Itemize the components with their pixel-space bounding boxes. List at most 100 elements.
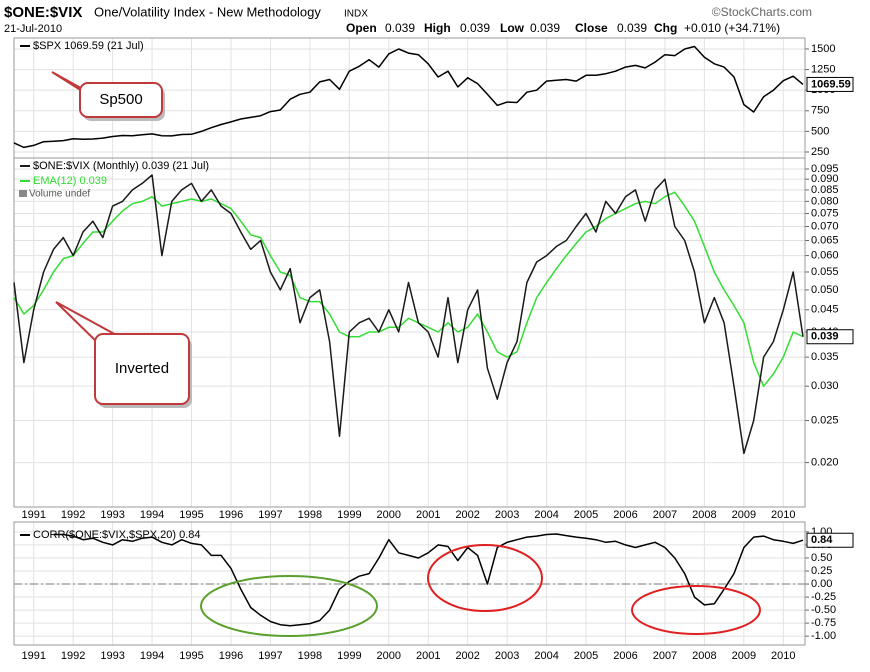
x-tick-label: 1999 (337, 650, 361, 662)
y-tick-label: 0.025 (811, 414, 839, 426)
x-tick-label: 2009 (732, 650, 756, 662)
x-tick-label: 2005 (574, 650, 598, 662)
y-tick-label: 0.080 (811, 195, 839, 207)
x-tick-label: 1994 (140, 509, 164, 521)
volume-icon (19, 190, 27, 197)
x-tick-label: 2008 (692, 650, 716, 662)
x-tick-label: 1997 (258, 650, 282, 662)
callout-box (94, 333, 190, 405)
y-tick-label: 1500 (811, 43, 835, 55)
y-tick-label: 0.020 (811, 456, 839, 468)
panel-frame (13, 521, 806, 646)
x-tick-label: 2000 (377, 509, 401, 521)
x-tick-label: 2008 (692, 509, 716, 521)
index-name: One/Volatility Index - New Methodology (94, 4, 321, 19)
x-tick-label: 1995 (179, 509, 203, 521)
y-tick-label: 0.070 (811, 220, 839, 232)
x-tick-label: 2006 (613, 509, 637, 521)
x-tick-label: 2007 (653, 509, 677, 521)
quote-value: 0.039 (617, 21, 647, 35)
series-line (53, 533, 804, 627)
y-tick-label: 1250 (811, 63, 835, 75)
x-tick-label: 1993 (100, 650, 124, 662)
x-tick-label: 2007 (653, 650, 677, 662)
x-tick-label: 1996 (219, 509, 243, 521)
x-tick-label: 1992 (61, 509, 85, 521)
x-tick-label: 2001 (416, 509, 440, 521)
x-tick-label: 2010 (771, 650, 795, 662)
x-tick-label: 1996 (219, 650, 243, 662)
x-tick-label: 1997 (258, 509, 282, 521)
x-tick-label: 2010 (771, 509, 795, 521)
panel-frame (13, 157, 806, 508)
x-tick-label: 1991 (21, 650, 45, 662)
x-tick-label: 2006 (613, 650, 637, 662)
x-tick-label: 1994 (140, 650, 164, 662)
legend-label: EMA(12) 0.039 (33, 175, 107, 187)
x-tick-label: 1992 (61, 650, 85, 662)
exchange: INDX (344, 9, 368, 20)
y-tick-label: -1.00 (811, 630, 836, 642)
legend-label: $ONE:$VIX (Monthly) 0.039 (21 Jul) (33, 160, 209, 172)
y-tick-label: 0.075 (811, 207, 839, 219)
x-tick-label: 2002 (455, 650, 479, 662)
quote-value: 0.039 (530, 21, 560, 35)
quote-label: Low (500, 21, 525, 35)
highlight-ellipse (200, 575, 378, 637)
x-tick-label: 2005 (574, 509, 598, 521)
x-tick-label: 1999 (337, 509, 361, 521)
last-value-label: 0.039 (811, 331, 839, 343)
quote-label: High (424, 21, 451, 35)
highlight-ellipse (427, 544, 543, 612)
y-tick-label: 0.050 (811, 284, 839, 296)
y-tick-label: 0.50 (811, 552, 832, 564)
x-tick-label: 2001 (416, 650, 440, 662)
x-tick-label: 2003 (495, 509, 519, 521)
series-line (13, 191, 804, 387)
callout-text: Sp500 (99, 91, 142, 108)
last-value-box (806, 329, 854, 345)
x-tick-label: 1998 (298, 650, 322, 662)
y-tick-label: 0.045 (811, 304, 839, 316)
quote-label: Open (346, 21, 377, 35)
x-tick-label: 1993 (100, 509, 124, 521)
quote-value: +0.010 (+34.71%) (684, 21, 780, 35)
date: 21-Jul-2010 (4, 23, 62, 35)
legend-label: CORR($ONE:$VIX,$SPX,20) 0.84 (33, 529, 201, 541)
x-tick-label: 2000 (377, 650, 401, 662)
y-tick-label: 0.00 (811, 578, 832, 590)
panel: 1.000.750.500.250.00-0.25-0.50-0.75-1.00… (13, 521, 854, 662)
volume-note: Volume undef (29, 189, 90, 200)
x-tick-label: 2009 (732, 509, 756, 521)
y-tick-label: 0.085 (811, 184, 839, 196)
y-tick-label: 0.055 (811, 266, 839, 278)
source: ©StockCharts.com (712, 5, 812, 19)
y-tick-label: 250 (811, 146, 829, 158)
y-tick-label: 0.095 (811, 163, 839, 175)
x-tick-label: 2002 (455, 509, 479, 521)
y-tick-label: -0.50 (811, 604, 836, 616)
x-tick-label: 1998 (298, 509, 322, 521)
y-tick-label: 0.030 (811, 380, 839, 392)
last-value-label: 0.84 (811, 534, 833, 546)
legend-label: $SPX 1069.59 (21 Jul) (33, 40, 144, 52)
highlight-ellipse (631, 585, 761, 635)
x-tick-label: 2003 (495, 650, 519, 662)
quote-value: 0.039 (385, 21, 415, 35)
y-tick-label: 0.25 (811, 565, 832, 577)
callouts: Sp500 Inverted (51, 71, 761, 637)
x-tick-label: 2004 (534, 650, 558, 662)
series-line (13, 174, 804, 455)
y-tick-label: 0.035 (811, 351, 839, 363)
symbol: $ONE:$VIX (4, 4, 82, 21)
y-tick-label: -0.25 (811, 591, 836, 603)
callout-text: Inverted (115, 360, 169, 377)
quote-value: 0.039 (460, 21, 490, 35)
last-value-label: 1069.59 (811, 78, 851, 90)
y-tick-label: 0.065 (811, 234, 839, 246)
x-tick-label: 2004 (534, 509, 558, 521)
last-value-box (806, 532, 854, 548)
y-tick-label: 500 (811, 125, 829, 137)
callout-box (79, 82, 163, 118)
